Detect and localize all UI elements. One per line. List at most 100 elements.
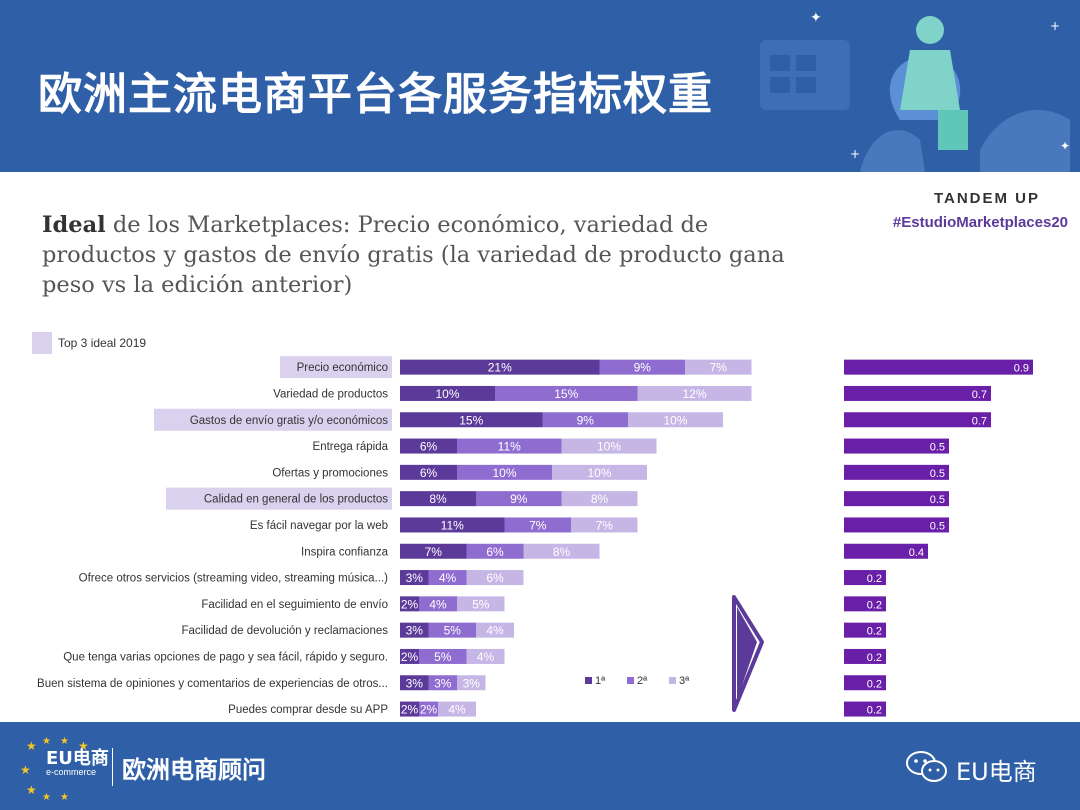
chart-subtitle: Ideal de los Marketplaces: Precio económ… [42, 210, 802, 300]
bar-value-label: 8% [553, 545, 571, 559]
bar-value-label: 3% [406, 676, 424, 690]
bar-value-label: 7% [425, 545, 443, 559]
top-legend: Top 3 ideal 2019 [32, 332, 146, 354]
bar-value-label: 6% [486, 545, 504, 559]
bar-segment [466, 570, 524, 586]
bar-value-label: 10% [492, 466, 516, 480]
legend-highlight-label: Top 3 ideal 2019 [58, 336, 147, 350]
bar-value-label: 15% [554, 387, 578, 401]
bar-segment [400, 675, 429, 691]
page-title: 欧洲主流电商平台各服务指标权重 [38, 69, 713, 120]
bar-value-label: 10% [435, 387, 459, 401]
score-bar [844, 517, 949, 533]
bar-value-label: 4% [439, 571, 457, 585]
score-bar [844, 648, 886, 664]
bar-segment [419, 596, 457, 612]
bar-value-label: 2% [420, 703, 438, 717]
score-value-label: 0.2 [867, 599, 882, 611]
bar-segment [419, 648, 467, 664]
bar-value-label: 7% [529, 518, 547, 532]
bar-value-label: 7% [596, 518, 614, 532]
bar-segment [457, 596, 505, 612]
legend-swatch [585, 677, 592, 684]
score-value-label: 0.9 [1014, 363, 1029, 375]
legend-label: 3ª [679, 675, 690, 687]
svg-text:+: + [850, 147, 860, 161]
bar-value-label: 6% [486, 571, 504, 585]
category-label: Precio económico [297, 362, 388, 374]
bar-value-label: 15% [459, 413, 483, 427]
bar-segment [542, 412, 628, 428]
bar-value-label: 5% [444, 624, 462, 638]
score-bar [844, 464, 949, 480]
category-label: Facilidad en el seguimiento de envío [201, 599, 388, 611]
bar-segment [457, 464, 552, 480]
eu-logo-subtext: e-commerce [46, 767, 97, 777]
footer-divider [112, 748, 113, 786]
bar-segment [428, 675, 457, 691]
score-value-label: 0.5 [930, 468, 945, 480]
svg-text:★: ★ [60, 792, 69, 800]
bar-segment [628, 412, 723, 428]
bar-value-label: 4% [477, 650, 495, 664]
category-label: Facilidad de devolución y reclamaciones [182, 625, 389, 637]
bar-segment [476, 491, 562, 507]
score-value-label: 0.2 [867, 705, 882, 717]
bar-value-label: 21% [488, 361, 512, 375]
bar-value-label: 2% [401, 650, 419, 664]
score-value-label: 0.5 [930, 442, 945, 454]
bar-value-label: 9% [577, 413, 595, 427]
legend-swatch [627, 677, 634, 684]
footer-brand-name: 欧洲电商顾问 [122, 756, 266, 784]
score-value-label: 0.2 [867, 678, 882, 690]
svg-text:✦: ✦ [810, 10, 822, 26]
bar-segment [428, 622, 476, 638]
score-bar [844, 412, 991, 428]
bar-value-label: 6% [420, 440, 438, 454]
category-label: Gastos de envío gratis y/o económicos [190, 415, 388, 427]
wechat-account-name: EU电商 [956, 758, 1037, 786]
category-label: Que tenga varias opciones de pago y sea … [63, 651, 388, 663]
category-highlight [166, 487, 392, 510]
bar-segment [400, 622, 429, 638]
header-banner: 欧洲主流电商平台各服务指标权重 ✦ + + ✦ [0, 0, 1080, 172]
bar-segment [400, 517, 505, 533]
bar-segment [504, 517, 571, 533]
category-label: Entrega rápida [313, 441, 389, 453]
bar-value-label: 9% [510, 492, 528, 506]
bar-value-label: 10% [597, 440, 621, 454]
category-label: Buen sistema de opiniones y comentarios … [37, 678, 388, 690]
score-value-label: 0.7 [972, 415, 987, 427]
legend-swatch-highlight [32, 332, 52, 354]
bar-value-label: 11% [498, 440, 521, 454]
score-bar [844, 596, 886, 612]
bar-segment [495, 385, 638, 401]
bar-value-label: 4% [486, 624, 504, 638]
category-label: Ofertas y promociones [272, 467, 388, 479]
bar-value-label: 2% [401, 597, 419, 611]
category-highlight [154, 408, 392, 431]
category-label: Calidad en general de los productos [204, 494, 388, 506]
bar-value-label: 8% [429, 492, 447, 506]
bar-segment [400, 438, 457, 454]
eu-logo-text: EU电商 [46, 748, 109, 769]
score-value-label: 0.4 [909, 547, 924, 559]
score-bar [844, 359, 1033, 375]
bar-segment [466, 648, 505, 664]
bar-value-label: 5% [434, 650, 452, 664]
arrow-inner-icon [737, 607, 757, 700]
bar-segment [685, 359, 752, 375]
bar-segment [400, 648, 419, 664]
bar-segment [400, 412, 543, 428]
legend-swatch [669, 677, 676, 684]
bar-segment [561, 491, 638, 507]
ecommerce-illustration: ✦ + + ✦ [760, 10, 1070, 172]
bar-value-label: 12% [682, 387, 706, 401]
legend-label: 2ª [637, 675, 648, 687]
score-value-label: 0.2 [867, 626, 882, 638]
bar-segment [466, 543, 524, 559]
bar-value-label: 3% [463, 676, 481, 690]
score-bar [844, 570, 886, 586]
bar-segment [400, 491, 476, 507]
svg-text:✦: ✦ [1060, 139, 1070, 153]
